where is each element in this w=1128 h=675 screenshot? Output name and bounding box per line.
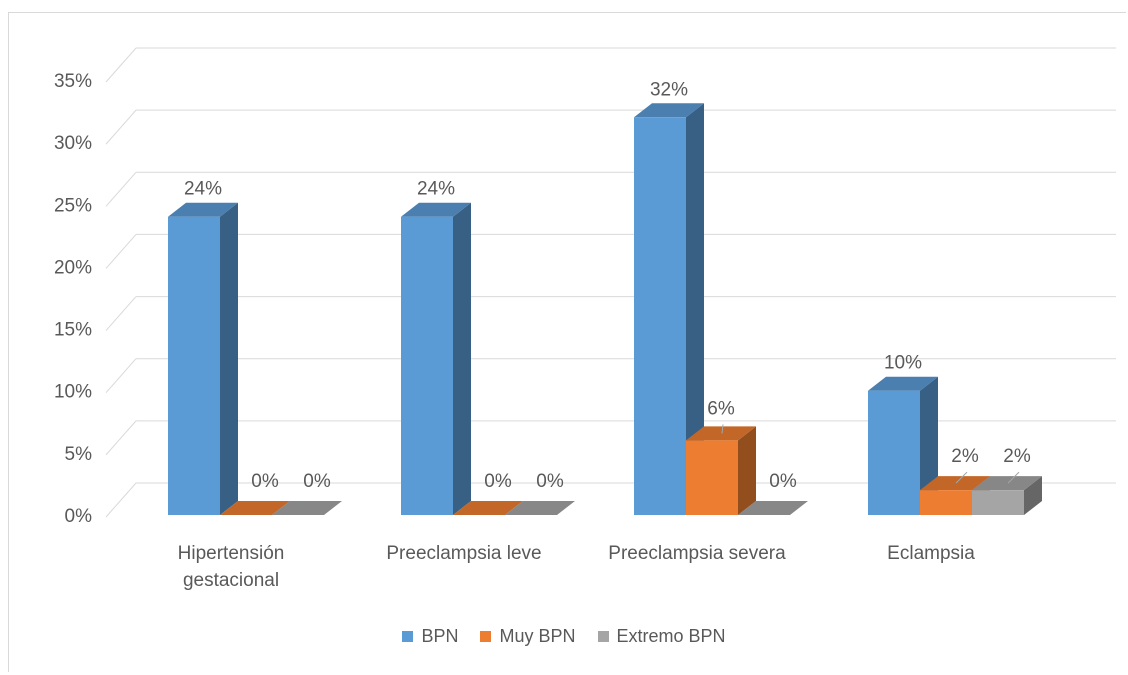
data-label: 32% bbox=[650, 79, 688, 100]
bar-side bbox=[453, 202, 471, 515]
leader-line bbox=[1007, 471, 1020, 484]
bar-side bbox=[738, 426, 756, 515]
data-label: 24% bbox=[184, 179, 222, 200]
x-tick-label: gestacional bbox=[183, 570, 279, 591]
data-label: 24% bbox=[417, 179, 455, 200]
bar bbox=[972, 490, 1024, 515]
y-tick-label: 15% bbox=[54, 320, 92, 341]
bar-top bbox=[401, 202, 471, 217]
y-tick-label: 25% bbox=[54, 195, 92, 216]
data-label: 0% bbox=[484, 471, 512, 492]
y-tick-label: 20% bbox=[54, 257, 92, 278]
x-tick-label: Preeclampsia leve bbox=[386, 543, 541, 564]
data-label: 2% bbox=[951, 446, 979, 467]
legend-item-extremo-bpn: Extremo BPN bbox=[597, 626, 726, 647]
bar-top bbox=[505, 501, 575, 515]
bar-side bbox=[1024, 476, 1042, 515]
gridline-slant bbox=[105, 234, 137, 269]
gridline-slant bbox=[105, 171, 137, 207]
x-tick-label: Preeclampsia severa bbox=[608, 543, 786, 564]
legend-item-bpn: BPN bbox=[402, 626, 458, 647]
bar-side bbox=[220, 202, 238, 515]
data-label: 6% bbox=[707, 398, 735, 419]
gridline-slant bbox=[105, 358, 137, 394]
data-label: 0% bbox=[303, 471, 331, 492]
legend-swatch-bpn bbox=[402, 631, 414, 642]
bar bbox=[920, 490, 972, 515]
bar-top bbox=[453, 501, 523, 515]
bar bbox=[868, 390, 920, 515]
bar-top bbox=[972, 476, 1042, 491]
chart-frame bbox=[8, 12, 1126, 672]
bar-top bbox=[272, 501, 342, 515]
bar-top bbox=[220, 501, 290, 515]
data-label: 0% bbox=[769, 471, 797, 492]
bar-top bbox=[920, 476, 990, 491]
leader-line bbox=[721, 424, 724, 434]
x-tick-label: Hipertensión bbox=[178, 543, 285, 564]
legend-item-muy-bpn: Muy BPN bbox=[480, 626, 576, 647]
y-tick-label: 0% bbox=[65, 506, 93, 527]
bar bbox=[686, 440, 738, 515]
bar bbox=[401, 216, 453, 515]
leader-line bbox=[955, 471, 968, 484]
gridline-slant bbox=[105, 296, 137, 331]
data-label: 2% bbox=[1003, 446, 1031, 467]
gridline-slant bbox=[105, 482, 137, 518]
bar-top bbox=[168, 202, 238, 217]
legend-label-bpn: BPN bbox=[421, 626, 459, 646]
legend-swatch-muy-bpn bbox=[480, 631, 492, 642]
gridline-slant bbox=[105, 47, 137, 83]
y-tick-label: 30% bbox=[54, 133, 92, 154]
bar-top bbox=[868, 376, 938, 391]
gridline-slant bbox=[105, 420, 137, 456]
legend-swatch-extremo-bpn bbox=[597, 631, 609, 642]
data-label: 10% bbox=[884, 353, 922, 374]
data-label: 0% bbox=[536, 471, 564, 492]
legend-label-extremo-bpn: Extremo BPN bbox=[616, 626, 726, 646]
gridline-slant bbox=[105, 109, 137, 145]
bar-side bbox=[686, 103, 704, 516]
bar-top bbox=[686, 426, 756, 441]
y-tick-label: 5% bbox=[65, 444, 93, 465]
bar-top bbox=[634, 103, 704, 118]
data-label: 0% bbox=[251, 471, 279, 492]
bar bbox=[168, 216, 220, 515]
y-tick-label: 35% bbox=[54, 71, 92, 92]
legend: BPN Muy BPN Extremo BPN bbox=[0, 626, 1128, 647]
x-tick-label: Eclampsia bbox=[887, 543, 975, 564]
y-tick-label: 10% bbox=[54, 382, 92, 403]
legend-label-muy-bpn: Muy BPN bbox=[499, 626, 576, 646]
bar bbox=[634, 117, 686, 516]
bar-top bbox=[738, 501, 808, 515]
